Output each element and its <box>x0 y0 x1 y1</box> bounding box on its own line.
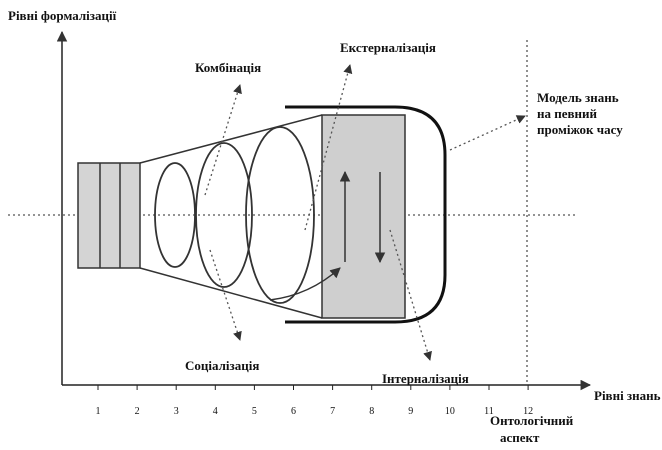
x-sublabel: Онтологічний <box>490 413 574 428</box>
dotted-arrow <box>209 249 242 341</box>
cone-edge <box>139 114 323 164</box>
bracket <box>285 105 447 324</box>
label: проміжок часу <box>537 122 623 137</box>
arrow <box>269 267 341 301</box>
label: Екстерналізація <box>340 40 436 55</box>
spiral <box>245 126 315 304</box>
dotted-arrow <box>304 64 353 231</box>
tick-label: 5 <box>252 406 257 417</box>
spiral <box>195 142 253 288</box>
tick-label: 7 <box>330 406 335 417</box>
tick-label: 6 <box>291 406 296 417</box>
tick-group: 1 2 3 4 5 6 7 8 9 10 11 12 <box>96 385 533 417</box>
tick-label: 10 <box>445 406 455 417</box>
cone-edge <box>139 267 323 319</box>
tick-label: 3 <box>174 406 179 417</box>
x-sublabel: аспект <box>500 430 540 445</box>
dotted-arrow <box>449 115 526 151</box>
label: Соціалізація <box>185 358 259 373</box>
label: Комбінація <box>195 60 261 75</box>
tick-label: 2 <box>135 406 140 417</box>
tick-label: 4 <box>213 406 218 417</box>
dotted-arrow <box>204 84 242 196</box>
label: Інтерналізація <box>382 371 469 386</box>
y-axis-label: Рівні формалізації <box>8 8 117 23</box>
tick-label: 12 <box>523 406 533 417</box>
tick-label: 1 <box>96 406 101 417</box>
spiral <box>154 162 196 268</box>
label: на певний <box>537 106 598 121</box>
x-axis-label: Рівні знань <box>594 388 661 403</box>
tick-label: 8 <box>369 406 374 417</box>
model-block <box>321 114 406 319</box>
block <box>77 162 141 269</box>
tick-label: 11 <box>484 406 494 417</box>
tick-label: 9 <box>408 406 413 417</box>
label: Модель знань <box>537 90 619 105</box>
